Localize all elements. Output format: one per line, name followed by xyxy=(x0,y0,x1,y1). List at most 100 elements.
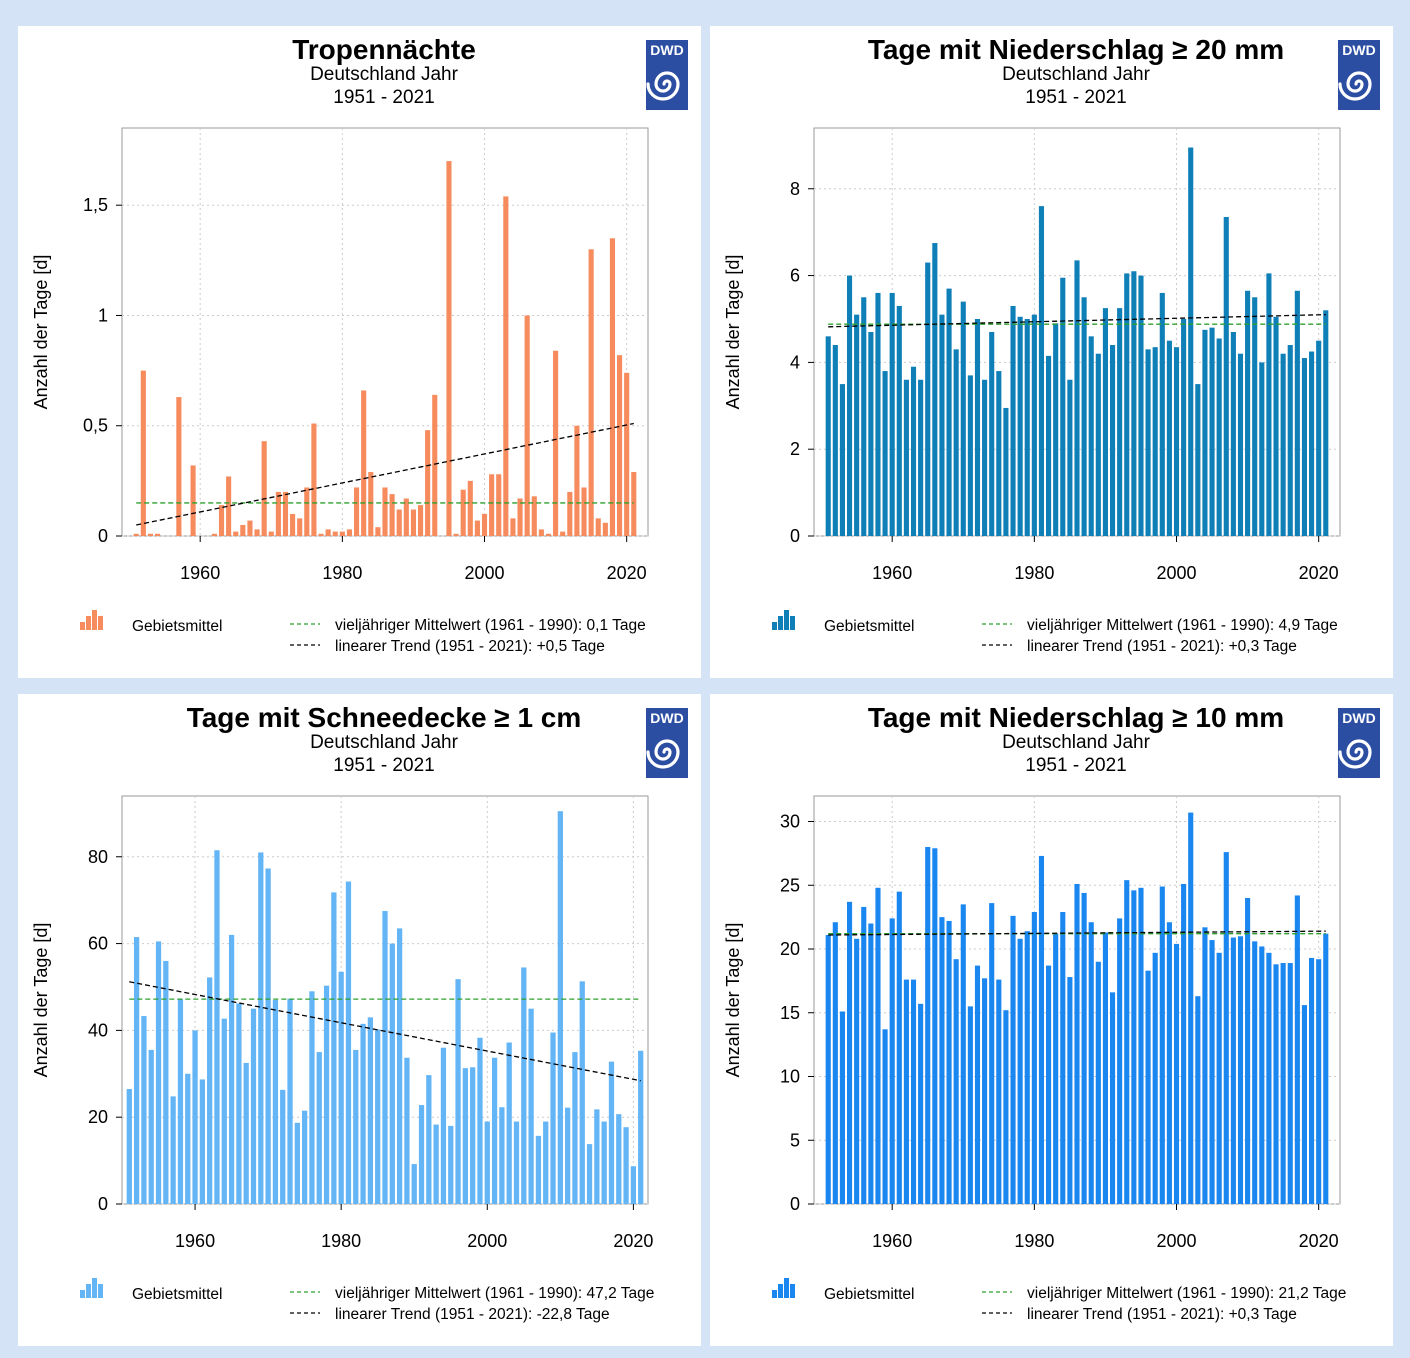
dwd-logo: DWD xyxy=(1338,708,1380,778)
trend-line xyxy=(129,981,641,1082)
bar-2017 xyxy=(1294,290,1300,536)
bar-1971 xyxy=(967,1006,973,1204)
chart-period: 1951 - 2021 xyxy=(1025,87,1126,108)
bar-1993 xyxy=(1124,273,1130,536)
y-axis-label: Anzahl der Tage [d] xyxy=(723,923,743,1078)
bar-1960 xyxy=(192,1030,198,1204)
bar-2013 xyxy=(579,981,585,1204)
legend-series-label: Gebietsmittel xyxy=(132,1286,222,1303)
y-tick-label: 80 xyxy=(88,847,108,867)
bar-1986 xyxy=(382,911,388,1204)
y-tick-label: 0 xyxy=(790,526,800,546)
y-tick-label: 20 xyxy=(780,939,800,959)
bar-1999 xyxy=(474,520,480,536)
bar-1974 xyxy=(297,518,303,536)
bar-2019 xyxy=(1309,351,1315,536)
bar-1989 xyxy=(403,498,409,536)
bar-2018 xyxy=(616,1114,622,1204)
chart-subtitle: Deutschland Jahr xyxy=(310,732,459,753)
bar-2004 xyxy=(510,518,516,536)
bar-1955 xyxy=(854,938,860,1204)
y-tick-label: 0 xyxy=(98,1194,108,1214)
bar-2008 xyxy=(543,1121,549,1204)
bar-1994 xyxy=(440,1047,447,1204)
bar-1985 xyxy=(375,1029,381,1204)
bar-1987 xyxy=(389,494,395,536)
dwd-logo-text: DWD xyxy=(650,710,683,726)
bar-1998 xyxy=(1159,292,1165,536)
panel-schneedecke: Tage mit Schneedecke ≥ 1 cm Deutschland J… xyxy=(18,694,701,1346)
bar-2014 xyxy=(581,487,587,536)
bar-1989 xyxy=(1095,961,1101,1204)
bar-1992 xyxy=(1117,308,1123,536)
bar-1998 xyxy=(467,480,473,536)
bar-1954 xyxy=(846,901,853,1204)
bar-1992 xyxy=(425,430,431,536)
legend-icon-bar xyxy=(92,1278,97,1298)
y-tick-label: 0 xyxy=(790,1194,800,1214)
bar-1975 xyxy=(996,371,1002,536)
bar-2003 xyxy=(1195,996,1201,1204)
bar-1993 xyxy=(1124,880,1130,1204)
bar-1952 xyxy=(832,345,838,536)
trend-line xyxy=(828,313,1326,328)
bar-1981 xyxy=(346,529,353,536)
bar-1996 xyxy=(1145,349,1151,536)
bar-1988 xyxy=(396,928,403,1204)
bar-1986 xyxy=(1074,260,1080,536)
bar-1972 xyxy=(974,318,981,536)
bar-1962 xyxy=(207,977,213,1204)
bar-1962 xyxy=(903,979,909,1204)
bar-1967 xyxy=(939,917,945,1204)
bar-2000 xyxy=(1173,943,1180,1204)
bar-2010 xyxy=(1245,290,1251,536)
bar-1959 xyxy=(882,371,888,536)
bar-2007 xyxy=(1223,216,1229,536)
bar-2018 xyxy=(1301,1005,1308,1204)
bar-1988 xyxy=(396,509,402,536)
bar-2005 xyxy=(1209,327,1215,536)
bar-1998 xyxy=(470,1067,476,1204)
bar-1965 xyxy=(233,531,239,536)
bar-1958 xyxy=(177,999,184,1204)
x-tick-label: 2020 xyxy=(607,563,647,583)
legend-trend-label: linearer Trend (1951 - 2021): +0,3 Tage xyxy=(1027,1306,1297,1323)
bar-1972 xyxy=(280,1089,286,1204)
bar-1990 xyxy=(411,1164,417,1204)
bar-1975 xyxy=(304,487,310,536)
bar-2000 xyxy=(484,1121,490,1204)
bar-1986 xyxy=(1074,883,1080,1204)
bar-1984 xyxy=(367,1017,374,1204)
bar-1980 xyxy=(339,531,345,536)
legend: Gebietsmittel vieljähriger Mittelwert (19… xyxy=(80,1278,654,1323)
x-tick-label: 2000 xyxy=(1156,563,1196,583)
bar-1977 xyxy=(316,1052,322,1204)
panel-tropennaechte: Tropennächte Deutschland Jahr 1951 - 2021 D… xyxy=(18,26,701,678)
bar-1981 xyxy=(1038,855,1045,1204)
x-tick-label: 1980 xyxy=(1014,1231,1054,1251)
bar-1960 xyxy=(889,918,895,1204)
bar-2001 xyxy=(491,1057,498,1204)
bar-2015 xyxy=(594,1109,600,1204)
legend-series-label: Gebietsmittel xyxy=(824,618,914,635)
bar-2015 xyxy=(588,249,594,536)
legend-icon-bar xyxy=(778,616,783,630)
bar-2020 xyxy=(630,1166,637,1204)
bar-1981 xyxy=(345,881,352,1204)
panel-niederschlag-10mm: Tage mit Niederschlag ≥ 10 mm Deutschland… xyxy=(710,694,1393,1346)
bar-1976 xyxy=(1003,407,1009,536)
bar-1968 xyxy=(254,529,260,536)
bar-2021 xyxy=(1323,933,1329,1204)
bar-1988 xyxy=(1088,922,1094,1204)
x-tick-label: 2020 xyxy=(613,1231,653,1251)
bar-1964 xyxy=(918,379,924,536)
bar-1957 xyxy=(176,397,182,536)
chart-niederschlag-20mm: Tage mit Niederschlag ≥ 20 mmDeutschland… xyxy=(723,34,1380,655)
bar-1970 xyxy=(268,531,274,536)
bar-1980 xyxy=(338,971,344,1204)
dwd-spiral-icon xyxy=(1338,739,1372,769)
x-tick-label: 1980 xyxy=(321,1231,361,1251)
bar-2008 xyxy=(1230,332,1236,536)
bar-2019 xyxy=(623,1127,629,1204)
